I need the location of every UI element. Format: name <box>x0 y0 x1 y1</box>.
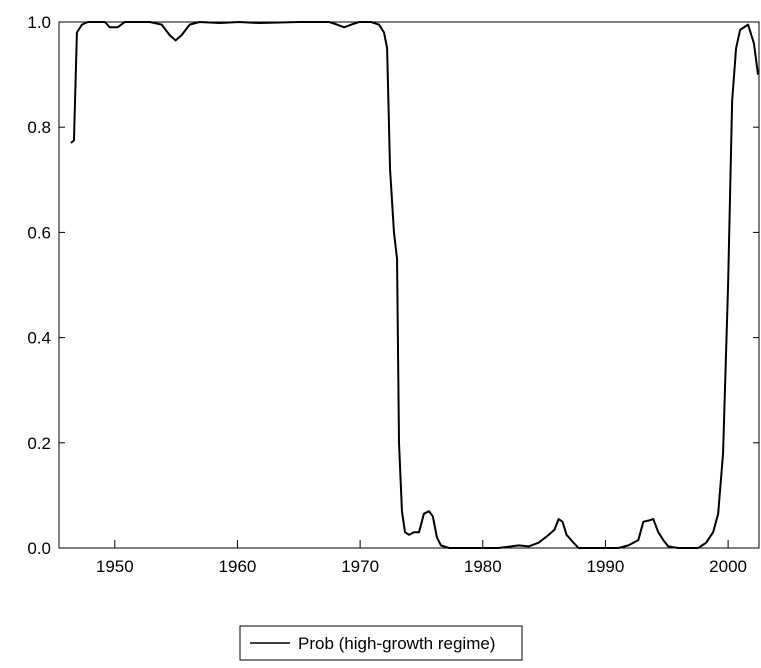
x-tick-label: 1950 <box>96 557 134 576</box>
series-line <box>70 21 760 549</box>
plot-frame <box>58 21 760 549</box>
x-tick-label: 1970 <box>341 557 379 576</box>
legend-label: Prob (high-growth regime) <box>298 634 495 653</box>
x-tick-label: 1980 <box>464 557 502 576</box>
x-tick-label: 1960 <box>219 557 257 576</box>
y-tick-label: 0.8 <box>27 118 51 137</box>
y-tick-label: 0.4 <box>27 329 51 348</box>
y-tick-label: 0.0 <box>27 539 51 558</box>
x-tick-label: 1990 <box>587 557 625 576</box>
y-tick-label: 1.0 <box>27 13 51 32</box>
x-tick-label: 2000 <box>709 557 747 576</box>
legend-box <box>239 625 523 661</box>
y-tick-label: 0.2 <box>27 434 51 453</box>
y-tick-label: 0.6 <box>27 223 51 242</box>
